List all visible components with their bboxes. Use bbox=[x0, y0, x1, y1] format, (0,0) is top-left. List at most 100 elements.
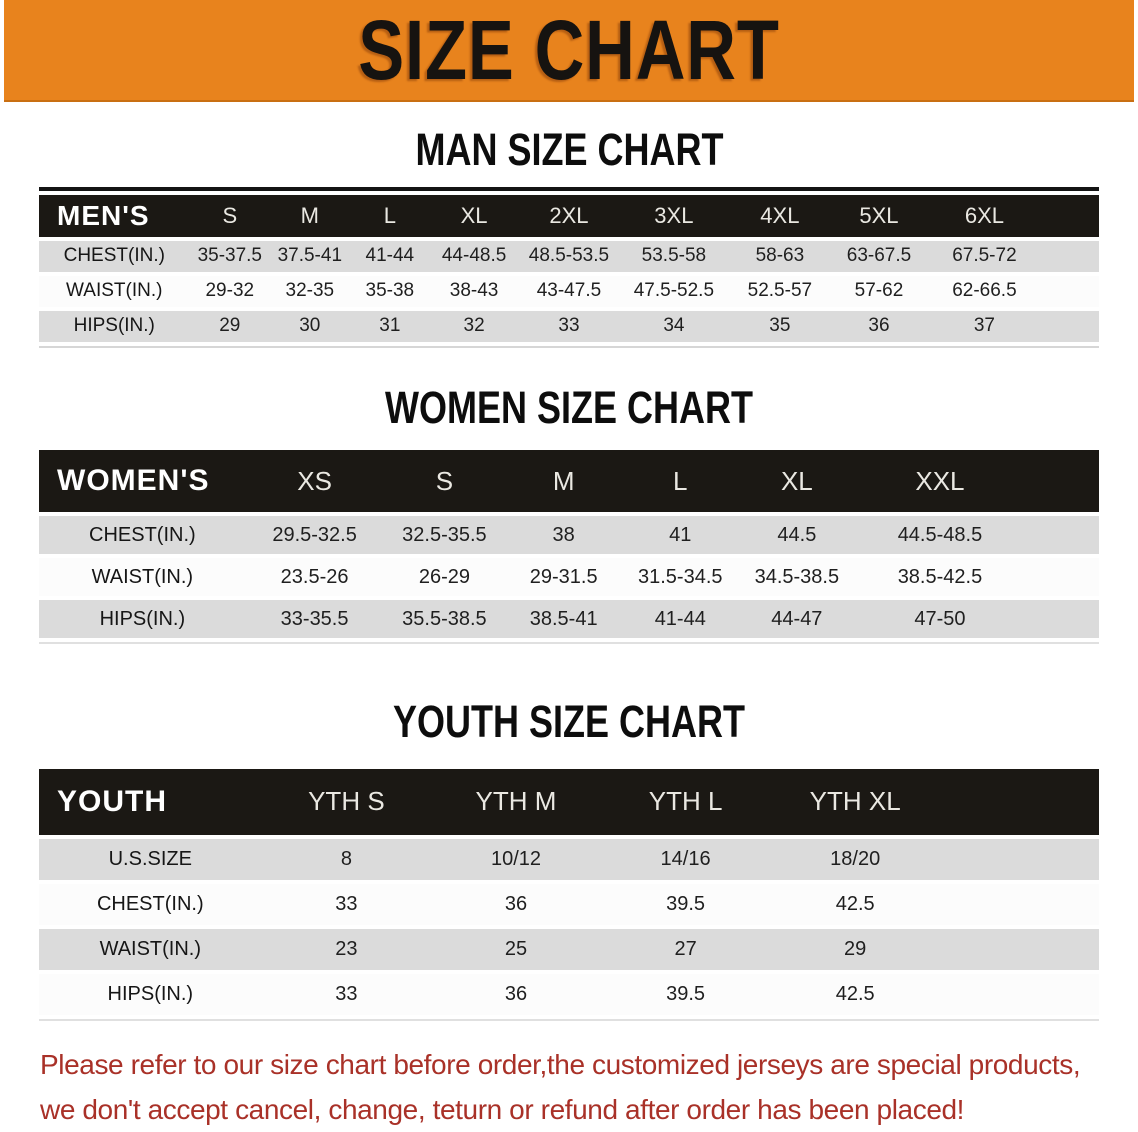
row-label: WAIST(IN.) bbox=[39, 558, 246, 597]
measurement-cell: 42.5 bbox=[770, 883, 940, 925]
measurement-cell: 36 bbox=[431, 883, 601, 925]
measurement-cell: 44.5 bbox=[738, 516, 856, 555]
banner-title: SIZE CHART bbox=[358, 2, 780, 97]
header-spacer bbox=[1042, 194, 1099, 237]
measurement-cell: 41 bbox=[621, 516, 739, 555]
men-size-table: MEN'S S M L XL 2XL 3XL 4XL 5XL 6XL CHEST… bbox=[39, 186, 1099, 348]
measurement-cell: 42.5 bbox=[770, 973, 940, 1015]
measurement-cell: 37 bbox=[926, 310, 1043, 342]
row-spacer bbox=[939, 973, 1099, 1015]
row-label: HIPS(IN.) bbox=[39, 310, 190, 342]
men-section-heading: MAN SIZE CHART bbox=[414, 124, 723, 175]
men-table-header-row: MEN'S S M L XL 2XL 3XL 4XL 5XL 6XL bbox=[39, 194, 1099, 237]
women-size-col: XL bbox=[738, 450, 856, 513]
measurement-cell: 18/20 bbox=[770, 838, 940, 880]
men-hips-row: HIPS(IN.) 29 30 31 32 33 34 35 36 37 bbox=[39, 310, 1099, 342]
measurement-cell: 32.5-35.5 bbox=[383, 516, 506, 555]
disclaimer-line-1: Please refer to our size chart before or… bbox=[40, 1048, 1081, 1080]
youth-section-heading: YOUTH SIZE CHART bbox=[392, 696, 745, 748]
youth-chest-row: CHEST(IN.) 33 36 39.5 42.5 bbox=[39, 883, 1099, 925]
men-size-col: 3XL bbox=[619, 194, 728, 237]
measurement-cell: 52.5-57 bbox=[727, 275, 832, 307]
women-table-corner: WOMEN'S bbox=[39, 450, 246, 513]
women-size-col: S bbox=[383, 450, 506, 513]
women-size-col: XS bbox=[245, 450, 384, 513]
measurement-cell: 32-35 bbox=[270, 275, 350, 307]
youth-size-col: YTH M bbox=[431, 768, 601, 835]
measurement-cell: 35 bbox=[727, 310, 832, 342]
measurement-cell: 48.5-53.5 bbox=[518, 240, 620, 272]
measurement-cell: 38 bbox=[505, 516, 622, 555]
row-label: U.S.SIZE bbox=[39, 838, 262, 880]
measurement-cell: 14/16 bbox=[600, 838, 771, 880]
measurement-cell: 10/12 bbox=[431, 838, 601, 880]
youth-size-col: YTH XL bbox=[770, 768, 940, 835]
women-waist-row: WAIST(IN.) 23.5-26 26-29 29-31.5 31.5-34… bbox=[39, 558, 1099, 597]
row-spacer bbox=[939, 928, 1099, 970]
measurement-cell: 33-35.5 bbox=[245, 600, 384, 639]
row-label: CHEST(IN.) bbox=[39, 516, 246, 555]
measurement-cell: 33 bbox=[518, 310, 620, 342]
measurement-cell: 8 bbox=[261, 838, 432, 880]
measurement-cell: 53.5-58 bbox=[619, 240, 728, 272]
women-size-col: XXL bbox=[855, 450, 1025, 513]
measurement-cell: 63-67.5 bbox=[831, 240, 927, 272]
row-label: WAIST(IN.) bbox=[39, 928, 262, 970]
measurement-cell: 23.5-26 bbox=[245, 558, 384, 597]
measurement-cell: 29-31.5 bbox=[505, 558, 622, 597]
measurement-cell: 34 bbox=[619, 310, 728, 342]
size-chart-banner: SIZE CHART bbox=[4, 0, 1134, 102]
measurement-cell: 41-44 bbox=[349, 240, 431, 272]
youth-size-col: YTH S bbox=[261, 768, 432, 835]
header-spacer bbox=[939, 768, 1099, 835]
row-label: HIPS(IN.) bbox=[39, 600, 246, 639]
measurement-cell: 29.5-32.5 bbox=[245, 516, 384, 555]
women-size-col: M bbox=[505, 450, 622, 513]
disclaimer-line-2: we don't accept cancel, change, teturn o… bbox=[40, 1093, 965, 1125]
youth-ussize-row: U.S.SIZE 8 10/12 14/16 18/20 bbox=[39, 838, 1099, 880]
youth-table-corner: YOUTH bbox=[39, 768, 262, 835]
measurement-cell: 34.5-38.5 bbox=[738, 558, 856, 597]
row-spacer bbox=[1024, 516, 1099, 555]
disclaimer-text: Please refer to our size chart before or… bbox=[40, 1043, 1138, 1132]
measurement-cell: 33 bbox=[261, 883, 432, 925]
measurement-cell: 31.5-34.5 bbox=[621, 558, 739, 597]
men-size-col: XL bbox=[430, 194, 519, 237]
measurement-cell: 44.5-48.5 bbox=[855, 516, 1025, 555]
women-chest-row: CHEST(IN.) 29.5-32.5 32.5-35.5 38 41 44.… bbox=[39, 516, 1099, 555]
measurement-cell: 39.5 bbox=[600, 973, 771, 1015]
men-chest-row: CHEST(IN.) 35-37.5 37.5-41 41-44 44-48.5… bbox=[39, 240, 1099, 272]
youth-waist-row: WAIST(IN.) 23 25 27 29 bbox=[39, 928, 1099, 970]
measurement-cell: 33 bbox=[261, 973, 432, 1015]
youth-size-table: YOUTH YTH S YTH M YTH L YTH XL U.S.SIZE … bbox=[39, 765, 1099, 1021]
youth-hips-row: HIPS(IN.) 33 36 39.5 42.5 bbox=[39, 973, 1099, 1015]
measurement-cell: 47-50 bbox=[855, 600, 1025, 639]
measurement-cell: 38.5-42.5 bbox=[855, 558, 1025, 597]
measurement-cell: 57-62 bbox=[831, 275, 927, 307]
measurement-cell: 35-38 bbox=[349, 275, 431, 307]
measurement-cell: 36 bbox=[431, 973, 601, 1015]
row-spacer bbox=[939, 883, 1099, 925]
measurement-cell: 38-43 bbox=[430, 275, 519, 307]
measurement-cell: 41-44 bbox=[621, 600, 739, 639]
row-spacer bbox=[1042, 310, 1099, 342]
measurement-cell: 29 bbox=[189, 310, 271, 342]
row-label: CHEST(IN.) bbox=[39, 883, 262, 925]
women-hips-row: HIPS(IN.) 33-35.5 35.5-38.5 38.5-41 41-4… bbox=[39, 600, 1099, 639]
measurement-cell: 47.5-52.5 bbox=[619, 275, 728, 307]
measurement-cell: 44-48.5 bbox=[430, 240, 519, 272]
measurement-cell: 37.5-41 bbox=[270, 240, 350, 272]
youth-table-header-row: YOUTH YTH S YTH M YTH L YTH XL bbox=[39, 768, 1099, 835]
women-size-col: L bbox=[621, 450, 739, 513]
measurement-cell: 29-32 bbox=[189, 275, 271, 307]
row-spacer bbox=[1024, 558, 1099, 597]
measurement-cell: 39.5 bbox=[600, 883, 771, 925]
measurement-cell: 62-66.5 bbox=[926, 275, 1043, 307]
measurement-cell: 26-29 bbox=[383, 558, 506, 597]
row-spacer bbox=[939, 838, 1099, 880]
men-size-col: 6XL bbox=[926, 194, 1043, 237]
women-size-table: WOMEN'S XS S M L XL XXL CHEST(IN.) 29.5-… bbox=[39, 446, 1099, 645]
measurement-cell: 35-37.5 bbox=[189, 240, 271, 272]
measurement-cell: 25 bbox=[431, 928, 601, 970]
